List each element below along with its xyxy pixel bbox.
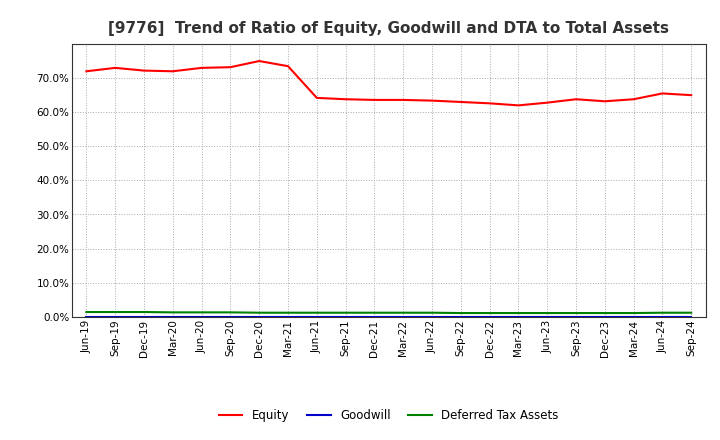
Goodwill	[399, 314, 408, 319]
Deferred Tax Assets	[341, 310, 350, 315]
Goodwill	[255, 314, 264, 319]
Goodwill	[140, 314, 148, 319]
Title: [9776]  Trend of Ratio of Equity, Goodwill and DTA to Total Assets: [9776] Trend of Ratio of Equity, Goodwil…	[108, 21, 670, 36]
Goodwill	[600, 314, 609, 319]
Equity	[514, 103, 523, 108]
Goodwill	[543, 314, 552, 319]
Goodwill	[168, 314, 177, 319]
Goodwill	[197, 314, 206, 319]
Goodwill	[456, 314, 465, 319]
Equity	[485, 101, 494, 106]
Equity	[255, 59, 264, 64]
Goodwill	[629, 314, 638, 319]
Equity	[399, 97, 408, 103]
Deferred Tax Assets	[284, 310, 292, 315]
Goodwill	[284, 314, 292, 319]
Equity	[600, 99, 609, 104]
Equity	[341, 97, 350, 102]
Goodwill	[82, 314, 91, 319]
Equity	[370, 97, 379, 103]
Equity	[687, 92, 696, 98]
Equity	[284, 63, 292, 69]
Line: Deferred Tax Assets: Deferred Tax Assets	[86, 312, 691, 313]
Equity	[543, 100, 552, 105]
Deferred Tax Assets	[168, 310, 177, 315]
Equity	[226, 65, 235, 70]
Deferred Tax Assets	[255, 310, 264, 315]
Deferred Tax Assets	[572, 310, 580, 315]
Deferred Tax Assets	[629, 310, 638, 315]
Line: Equity: Equity	[86, 61, 691, 106]
Deferred Tax Assets	[514, 310, 523, 315]
Goodwill	[370, 314, 379, 319]
Equity	[456, 99, 465, 105]
Equity	[312, 95, 321, 100]
Equity	[629, 97, 638, 102]
Goodwill	[111, 314, 120, 319]
Equity	[572, 97, 580, 102]
Deferred Tax Assets	[485, 310, 494, 315]
Goodwill	[514, 314, 523, 319]
Deferred Tax Assets	[456, 310, 465, 315]
Goodwill	[658, 314, 667, 319]
Equity	[658, 91, 667, 96]
Deferred Tax Assets	[399, 310, 408, 315]
Goodwill	[485, 314, 494, 319]
Deferred Tax Assets	[140, 309, 148, 315]
Equity	[197, 65, 206, 70]
Deferred Tax Assets	[197, 310, 206, 315]
Goodwill	[312, 314, 321, 319]
Goodwill	[226, 314, 235, 319]
Deferred Tax Assets	[370, 310, 379, 315]
Goodwill	[428, 314, 436, 319]
Legend: Equity, Goodwill, Deferred Tax Assets: Equity, Goodwill, Deferred Tax Assets	[214, 404, 564, 427]
Equity	[82, 69, 91, 74]
Deferred Tax Assets	[600, 310, 609, 315]
Goodwill	[572, 314, 580, 319]
Deferred Tax Assets	[658, 310, 667, 315]
Deferred Tax Assets	[111, 309, 120, 315]
Equity	[428, 98, 436, 103]
Deferred Tax Assets	[687, 310, 696, 315]
Equity	[168, 69, 177, 74]
Deferred Tax Assets	[543, 310, 552, 315]
Equity	[140, 68, 148, 73]
Deferred Tax Assets	[82, 309, 91, 315]
Deferred Tax Assets	[312, 310, 321, 315]
Goodwill	[341, 314, 350, 319]
Deferred Tax Assets	[226, 310, 235, 315]
Deferred Tax Assets	[428, 310, 436, 315]
Goodwill	[687, 314, 696, 319]
Equity	[111, 65, 120, 70]
